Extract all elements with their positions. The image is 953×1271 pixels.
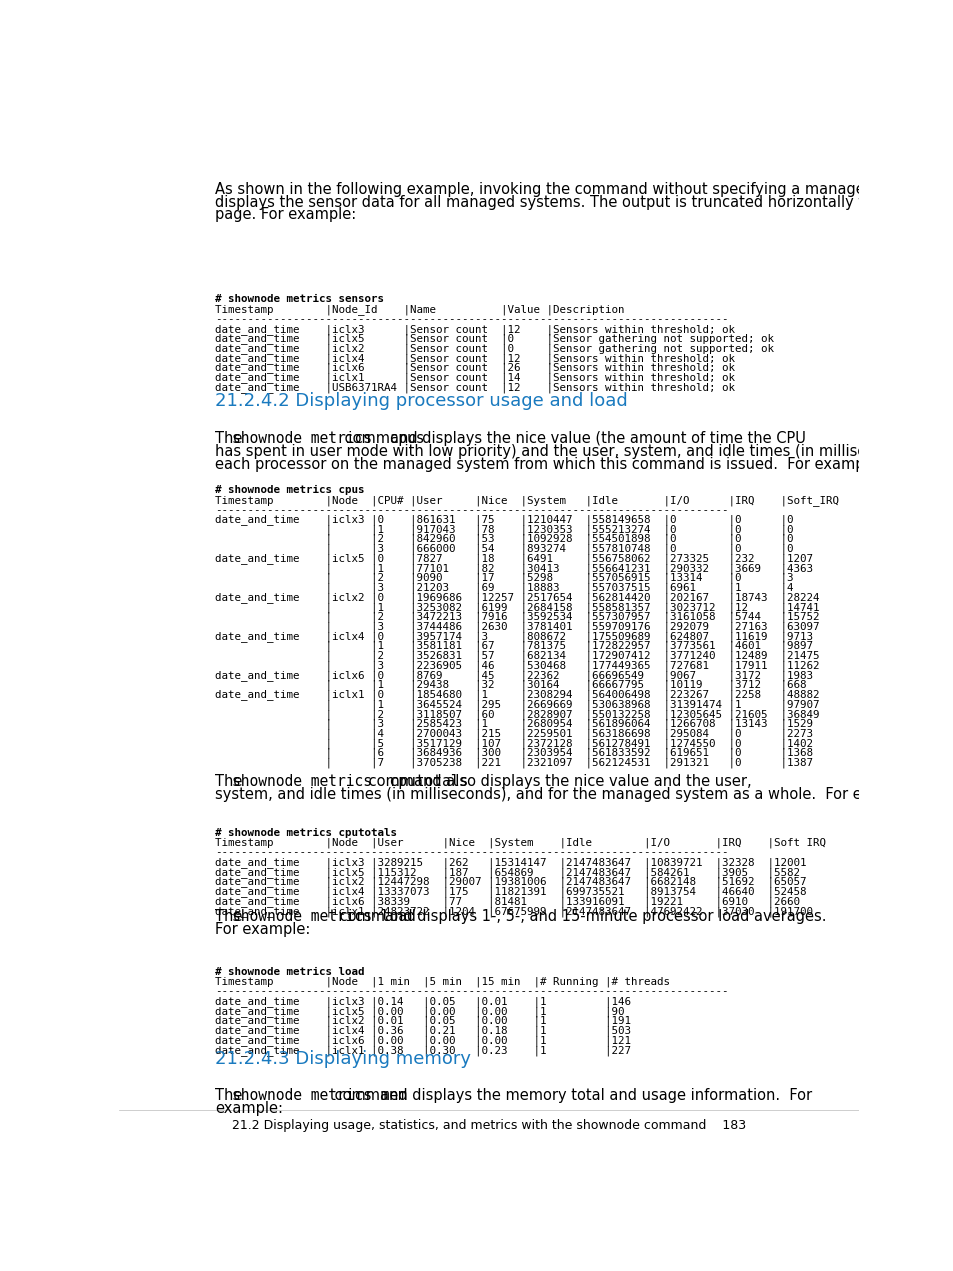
Text: date_and_time    |iclx5      |Sensor count  |0     |Sensor gathering not support: date_and_time |iclx5 |Sensor count |0 |S… [215,333,774,344]
Text: # shownode metrics load: # shownode metrics load [215,967,364,977]
Text: date_and_time    |iclx2 |12447298  |29007 |19381006  |2147483647  |6682148   |51: date_and_time |iclx2 |12447298 |29007 |1… [215,877,806,887]
Text: |      |2    |842960   |53    |1092928  |554501898  |0        |0      |0: | |2 |842960 |53 |1092928 |554501898 |0 … [215,534,793,544]
Text: date_and_time    |iclx5 |0    |7827     |18    |6491     |556758062  |273325   |: date_and_time |iclx5 |0 |7827 |18 |6491 … [215,553,813,564]
Text: -------------------------------------------------------------------------------: ----------------------------------------… [215,986,728,996]
Text: |      |2    |9090     |17    |5298     |557056915  |13314    |0      |3: | |2 |9090 |17 |5298 |557056915 |13314 |… [215,573,793,583]
Text: date_and_time    |iclx3 |3289215   |262   |15314147  |2147483647  |10839721  |32: date_and_time |iclx3 |3289215 |262 |1531… [215,857,806,868]
Text: Timestamp        |Node  |User      |Nice  |System    |Idle        |I/O       |IR: Timestamp |Node |User |Nice |System |Idl… [215,838,825,848]
Text: each processor on the managed system from which this command is issued.  For exa: each processor on the managed system fro… [215,458,882,472]
Text: date_and_time    |iclx4 |0    |3957174  |3     |808672   |175509689  |624807   |: date_and_time |iclx4 |0 |3957174 |3 |808… [215,632,813,642]
Text: # shownode metrics sensors: # shownode metrics sensors [215,295,384,305]
Text: 21.2.4.3 Displaying memory: 21.2.4.3 Displaying memory [215,1050,471,1068]
Text: system, and idle times (in milliseconds), and for the managed system as a whole.: system, and idle times (in milliseconds)… [215,787,921,802]
Text: has spent in user mode with low priority) and the user, system, and idle times (: has spent in user mode with low priority… [215,445,940,459]
Text: The: The [215,909,247,924]
Text: shownode metrics  cpus: shownode metrics cpus [232,431,424,446]
Text: date_and_time    |iclx2      |Sensor count  |0     |Sensor gathering not support: date_and_time |iclx2 |Sensor count |0 |S… [215,343,774,355]
Text: date_and_time    |iclx6 |38339     |77    |81481     |133916091   |19221     |69: date_and_time |iclx6 |38339 |77 |81481 |… [215,896,800,906]
Text: -------------------------------------------------------------------------------: ----------------------------------------… [215,848,728,857]
Text: |      |1    |3253082  |6199  |2684158  |558581357  |3023712  |12     |14741: | |1 |3253082 |6199 |2684158 |558581357 … [215,602,819,613]
Text: date_and_time    |iclx2 |0.01   |0.05   |0.00    |1         |191: date_and_time |iclx2 |0.01 |0.05 |0.00 |… [215,1016,631,1026]
Text: 21.2 Displaying usage, statistics, and metrics with the shownode command    183: 21.2 Displaying usage, statistics, and m… [232,1120,745,1132]
Text: |      |3    |2236905  |46    |530468   |177449365  |727681   |17911  |11262: | |3 |2236905 |46 |530468 |177449365 |72… [215,661,819,671]
Text: date_and_time    |iclx6 |0    |8769     |45    |22362    |66696549   |9067     |: date_and_time |iclx6 |0 |8769 |45 |22362… [215,670,813,681]
Text: date_and_time    |iclx3      |Sensor count  |12    |Sensors within threshold; ok: date_and_time |iclx3 |Sensor count |12 |… [215,324,735,334]
Text: date_and_time    |iclx3 |0    |861631   |75    |1210447  |558149658  |0        |: date_and_time |iclx3 |0 |861631 |75 |121… [215,515,793,525]
Text: The: The [215,1088,247,1103]
Text: Timestamp        |Node  |1 min  |5 min  |15 min  |# Running |# threads: Timestamp |Node |1 min |5 min |15 min |#… [215,976,670,988]
Text: |      |4    |2700043  |215   |2259501  |563186698  |295084   |0      |2273: | |4 |2700043 |215 |2259501 |563186698 |… [215,728,813,738]
Text: command displays the memory total and usage information.  For: command displays the memory total and us… [330,1088,811,1103]
Text: The: The [215,774,247,789]
Text: date_and_time    |iclx1 |24823722  |1204  |67675999  |2147483647  |47692422  |37: date_and_time |iclx1 |24823722 |1204 |67… [215,906,813,916]
Text: date_and_time    |iclx1 |0    |1854680  |1     |2308294  |564006498  |223267   |: date_and_time |iclx1 |0 |1854680 |1 |230… [215,690,819,700]
Text: Timestamp        |Node  |CPU# |User     |Nice  |System   |Idle       |I/O      |: Timestamp |Node |CPU# |User |Nice |Syste… [215,494,839,506]
Text: Timestamp        |Node_Id    |Name          |Value |Description: Timestamp |Node_Id |Name |Value |Descrip… [215,304,624,315]
Text: shownode metrics mem: shownode metrics mem [232,1088,407,1103]
Text: |      |6    |3684936  |300   |2303954  |561833592  |619651   |0      |1368: | |6 |3684936 |300 |2303954 |561833592 |… [215,747,813,759]
Text: command also displays the nice value and the user,: command also displays the nice value and… [364,774,751,789]
Text: date_and_time    |iclx5 |115312    |187   |654869    |2147483647  |584261    |39: date_and_time |iclx5 |115312 |187 |65486… [215,867,800,878]
Text: |      |2    |3526831  |57    |682134   |172907412  |3771240  |12489  |21475: | |2 |3526831 |57 |682134 |172907412 |37… [215,651,819,661]
Text: date_and_time    |iclx2 |0    |1969686  |12257 |2517654  |562814420  |202167   |: date_and_time |iclx2 |0 |1969686 |12257 … [215,592,819,604]
Text: date_and_time    |iclx4 |13337073  |175   |11821391  |699735521   |8913754   |46: date_and_time |iclx4 |13337073 |175 |118… [215,886,806,897]
Text: |      |7    |3705238  |221   |2321097  |562124531  |291321   |0      |1387: | |7 |3705238 |221 |2321097 |562124531 |… [215,758,813,768]
Text: displays the sensor data for all managed systems. The output is truncated horizo: displays the sensor data for all managed… [215,194,943,210]
Text: date_and_time    |iclx6 |0.00   |0.00   |0.00    |1         |121: date_and_time |iclx6 |0.00 |0.00 |0.00 |… [215,1035,631,1046]
Text: command displays the nice value (the amount of time the CPU: command displays the nice value (the amo… [339,431,804,446]
Text: |      |1    |917043   |78    |1230353  |555213274  |0        |0      |0: | |1 |917043 |78 |1230353 |555213274 |0 … [215,524,793,535]
Text: |      |1    |3581181  |67    |781375   |172822957  |3773561  |4601   |9897: | |1 |3581181 |67 |781375 |172822957 |37… [215,641,813,652]
Text: command displays 1-, 5-, and 15-minute processor load averages.: command displays 1-, 5-, and 15-minute p… [335,909,825,924]
Text: # shownode metrics cpus: # shownode metrics cpus [215,486,364,496]
Text: date_and_time    |iclx3 |0.14   |0.05   |0.01    |1         |146: date_and_time |iclx3 |0.14 |0.05 |0.01 |… [215,996,631,1007]
Text: date_and_time    |iclx5 |0.00   |0.00   |0.00    |1         |90: date_and_time |iclx5 |0.00 |0.00 |0.00 |… [215,1005,624,1017]
Text: |      |3    |21203    |69    |18883    |557037515  |6961     |1      |4: | |3 |21203 |69 |18883 |557037515 |6961 … [215,582,793,594]
Text: date_and_time    |iclx1 |0.38   |0.30   |0.23    |1         |227: date_and_time |iclx1 |0.38 |0.30 |0.23 |… [215,1045,631,1055]
Text: example:: example: [215,1101,283,1116]
Text: date_and_time    |iclx4      |Sensor count  |12    |Sensors within threshold; ok: date_and_time |iclx4 |Sensor count |12 |… [215,353,735,364]
Text: shownode metrics  cputotals: shownode metrics cputotals [232,774,468,789]
Text: -------------------------------------------------------------------------------: ----------------------------------------… [215,505,728,515]
Text: |      |3    |2585423  |1     |2680954  |561896064  |1266708  |13143  |1529: | |3 |2585423 |1 |2680954 |561896064 |12… [215,719,813,730]
Text: -------------------------------------------------------------------------------: ----------------------------------------… [215,314,728,324]
Text: |      |2    |3472213  |7916  |3592534  |557307957  |3161058  |5744   |15752: | |2 |3472213 |7916 |3592534 |557307957 … [215,611,819,623]
Text: # shownode metrics cputotals: # shownode metrics cputotals [215,827,397,838]
Text: |      |1    |77101    |82    |30413    |556641231  |290332   |3669   |4363: | |1 |77101 |82 |30413 |556641231 |29033… [215,563,813,573]
Text: |      |3    |666000   |54    |893274   |557810748  |0        |0      |0: | |3 |666000 |54 |893274 |557810748 |0 |… [215,544,793,554]
Text: |      |1    |3645524  |295   |2669669  |530638968  |31391474 |1      |97907: | |1 |3645524 |295 |2669669 |530638968 |… [215,699,819,709]
Text: page. For example:: page. For example: [215,207,356,222]
Text: date_and_time    |iclx1      |Sensor count  |14    |Sensors within threshold; ok: date_and_time |iclx1 |Sensor count |14 |… [215,372,735,383]
Text: For example:: For example: [215,921,311,937]
Text: 21.2.4.2 Displaying processor usage and load: 21.2.4.2 Displaying processor usage and … [215,393,627,411]
Text: |      |5    |3517129  |107   |2372128  |561278491  |1274550  |0      |1402: | |5 |3517129 |107 |2372128 |561278491 |… [215,738,813,749]
Text: The: The [215,431,247,446]
Text: |      |3    |3744486  |2630  |3781401  |559709176  |292079   |27163  |63097: | |3 |3744486 |2630 |3781401 |559709176 … [215,622,819,632]
Text: date_and_time    |USB6371RA4 |Sensor count  |12    |Sensors within threshold; ok: date_and_time |USB6371RA4 |Sensor count … [215,383,735,393]
Text: |      |2    |3118507  |60    |2828907  |550132258  |12305645 |21605  |36849: | |2 |3118507 |60 |2828907 |550132258 |1… [215,709,819,719]
Text: shownode metrics load: shownode metrics load [232,909,416,924]
Text: |      |1    |29438    |32    |30164    |66667795   |10119    |3712   |668: | |1 |29438 |32 |30164 |66667795 |10119 … [215,680,806,690]
Text: As shown in the following example, invoking the command without specifying a man: As shown in the following example, invok… [215,182,931,197]
Text: date_and_time    |iclx4 |0.36   |0.21   |0.18    |1         |503: date_and_time |iclx4 |0.36 |0.21 |0.18 |… [215,1026,631,1036]
Text: date_and_time    |iclx6      |Sensor count  |26    |Sensors within threshold; ok: date_and_time |iclx6 |Sensor count |26 |… [215,362,735,374]
